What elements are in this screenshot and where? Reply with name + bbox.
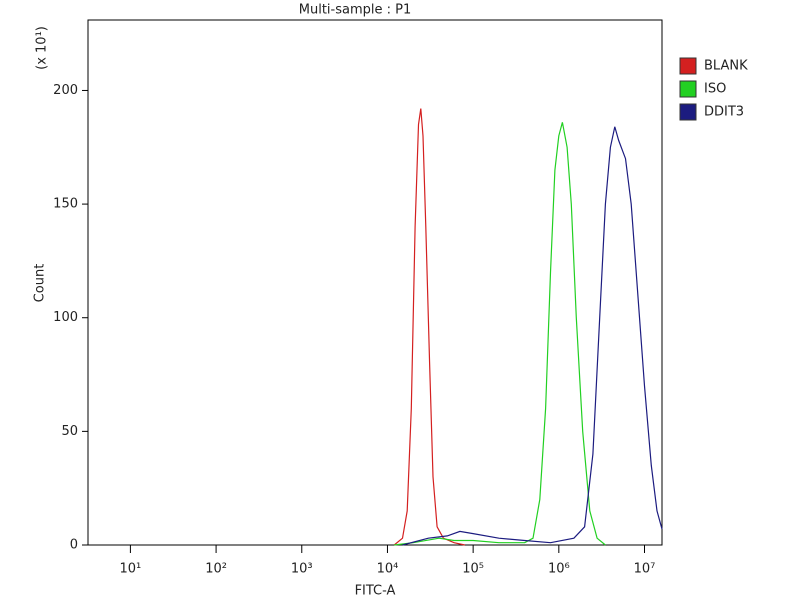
- x-tick-label: 10²: [205, 562, 227, 577]
- histogram-line: [402, 126, 663, 546]
- x-tick-label: 10¹: [120, 562, 142, 577]
- y-tick-label: 100: [53, 310, 78, 325]
- histogram-line: [393, 108, 465, 546]
- histogram-line: [394, 122, 606, 546]
- x-tick-label: 10⁴: [377, 562, 399, 577]
- legend-swatch: [679, 57, 697, 75]
- x-tick-label: 10⁵: [462, 562, 484, 577]
- y-tick-label: 50: [61, 424, 78, 439]
- legend-swatch: [679, 80, 697, 98]
- chart-title: Multi-sample : P1: [299, 3, 412, 18]
- legend-label: BLANK: [704, 59, 748, 74]
- y-axis-label: Count: [33, 264, 48, 303]
- legend-swatch: [679, 103, 697, 121]
- y-tick-label: 150: [53, 197, 78, 212]
- legend-label: ISO: [704, 82, 726, 97]
- y-tick-label: 0: [70, 538, 78, 553]
- x-axis-label: FITC-A: [355, 584, 396, 599]
- x-tick-label: 10⁶: [548, 562, 570, 577]
- y-tick-label: 200: [53, 83, 78, 98]
- x-tick-label: 10³: [291, 562, 313, 577]
- annotation: (x 10¹): [35, 26, 50, 70]
- x-tick-label: 10⁷: [634, 562, 656, 577]
- legend-label: DDIT3: [704, 105, 744, 120]
- plot-frame: [87, 19, 663, 546]
